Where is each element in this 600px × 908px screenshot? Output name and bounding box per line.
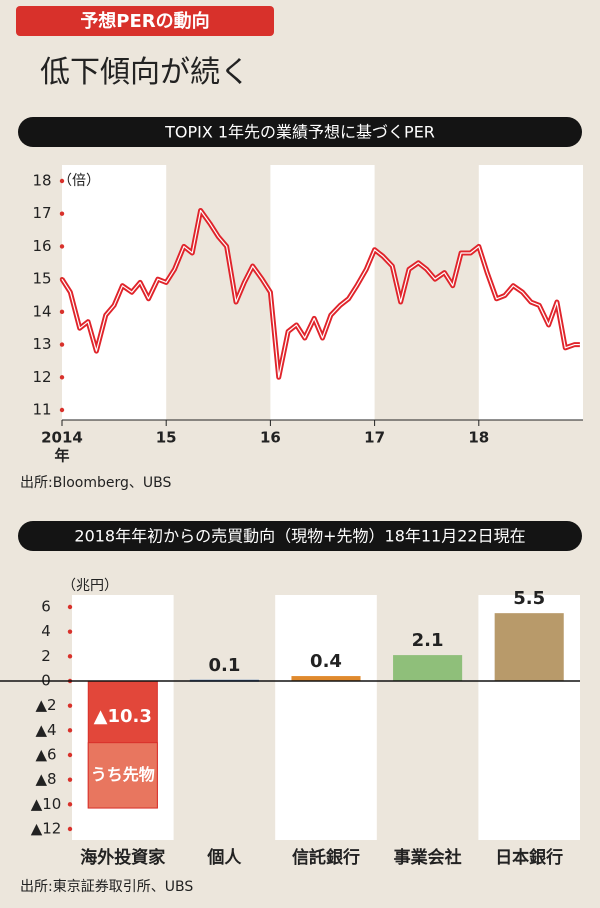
band: [270, 165, 375, 420]
y-unit: （兆円）: [62, 578, 118, 594]
y-tick-label: 15: [32, 270, 51, 288]
y-tick-label: 13: [32, 335, 51, 353]
y-tick: [59, 309, 65, 315]
y-tick-label: ▲4: [35, 721, 56, 739]
y-tick-label: ▲6: [35, 746, 56, 764]
value-label: ▲10.3: [94, 706, 152, 727]
y-tick-label: ▲10: [31, 795, 62, 813]
y-tick: [67, 802, 73, 807]
y-tick-label: 12: [32, 368, 51, 386]
y-tick: [67, 629, 73, 634]
value-label: 0.1: [208, 655, 240, 676]
y-tick: [59, 244, 65, 249]
y-unit: （倍）: [58, 173, 100, 189]
value-label: 5.5: [513, 588, 545, 609]
y-tick: [59, 342, 65, 347]
value-label: 2.1: [412, 630, 444, 651]
bar: [291, 676, 361, 681]
source: 出所:東京証券取引所、UBS: [20, 879, 193, 895]
y-tick-label: ▲12: [31, 820, 62, 838]
x-tick-label: 15: [156, 429, 177, 447]
x-tick-label: 事業会社: [394, 847, 462, 868]
band: [275, 595, 377, 840]
y-tick-label: 6: [41, 598, 51, 616]
y-tick-label: ▲8: [35, 770, 56, 788]
y-tick-label: ▲2: [35, 696, 56, 714]
line-core: [61, 209, 580, 378]
futures-segment: [87, 742, 158, 809]
chart-title: TOPIX 1年先の業績予想に基づくPER: [164, 123, 435, 142]
source: 出所:Bloomberg、UBS: [20, 475, 171, 491]
bar: [494, 613, 564, 681]
bar: [393, 655, 463, 681]
y-tick: [67, 826, 73, 832]
pill: [18, 521, 582, 551]
futures-label: うち先物: [91, 765, 155, 784]
headline: 低下傾向が続く: [40, 55, 250, 90]
x-tick-label: 18: [468, 429, 489, 447]
y-tick-label: 14: [32, 302, 51, 320]
x-tick-label: 17: [364, 429, 385, 447]
x-tick-label: 2014: [41, 429, 83, 447]
y-tick: [67, 703, 73, 708]
y-tick-label: 4: [41, 622, 51, 640]
y-tick: [67, 752, 73, 758]
x-tick-label: 日本銀行: [495, 847, 563, 868]
y-tick: [67, 777, 73, 782]
tag: 予想PERの動向: [80, 10, 209, 32]
y-tick-label: 17: [32, 204, 51, 222]
x-tick-label: 海外投資家: [80, 847, 165, 868]
y-tick-label: 2: [41, 647, 51, 665]
chart-title: 2018年年初からの売買動向（現物+先物）18年11月22日現在: [74, 527, 525, 546]
x-tick-label: 信託銀行: [292, 847, 360, 868]
pill: [18, 117, 582, 147]
y-tick-label: 16: [32, 237, 51, 255]
x-tick-label: 16: [260, 429, 281, 447]
value-label: 0.4: [310, 651, 342, 672]
y-tick: [59, 211, 65, 216]
y-tick: [67, 604, 73, 610]
y-tick-label: 11: [32, 401, 51, 419]
y-tick-label: 18: [32, 172, 51, 190]
y-tick: [59, 178, 65, 184]
y-tick: [67, 654, 73, 659]
tag-box: [16, 6, 274, 36]
y-tick: [59, 375, 65, 380]
x-unit: 年: [54, 447, 69, 465]
y-tick: [67, 728, 73, 733]
x-tick-label: 個人: [206, 847, 242, 868]
y-tick: [59, 407, 65, 413]
